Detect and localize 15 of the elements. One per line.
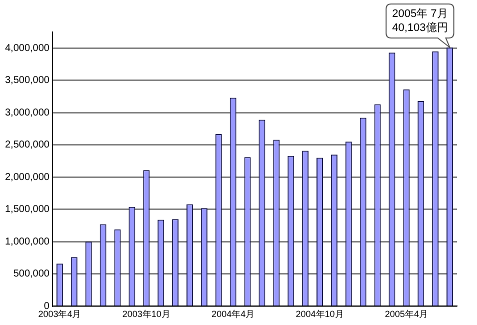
x-tick-label: 2005年4月 bbox=[384, 309, 428, 320]
x-tick-label: 2003年4月 bbox=[38, 309, 82, 320]
y-tick-label: 2,000,000 bbox=[4, 172, 50, 183]
x-tick-label: 2003年10月 bbox=[122, 309, 170, 320]
annotation: 2005年 7月 40,103億円 bbox=[392, 8, 448, 34]
y-tick-label: 1,000,000 bbox=[4, 236, 50, 248]
y-tick-label: 500,000 bbox=[13, 268, 50, 280]
y-tick-label: 4,000,000 bbox=[4, 42, 50, 54]
y-tick-label: 0 bbox=[44, 300, 50, 312]
x-tick-label: 2004年10月 bbox=[296, 309, 344, 320]
y-tick-label: 3,000,000 bbox=[4, 107, 50, 118]
y-tick-label: 1,500,000 bbox=[4, 204, 50, 216]
y-tick-label: 3,500,000 bbox=[4, 75, 50, 86]
y-tick-label: 2,500,000 bbox=[4, 140, 50, 151]
x-tick-label: 2004年4月 bbox=[212, 309, 255, 320]
